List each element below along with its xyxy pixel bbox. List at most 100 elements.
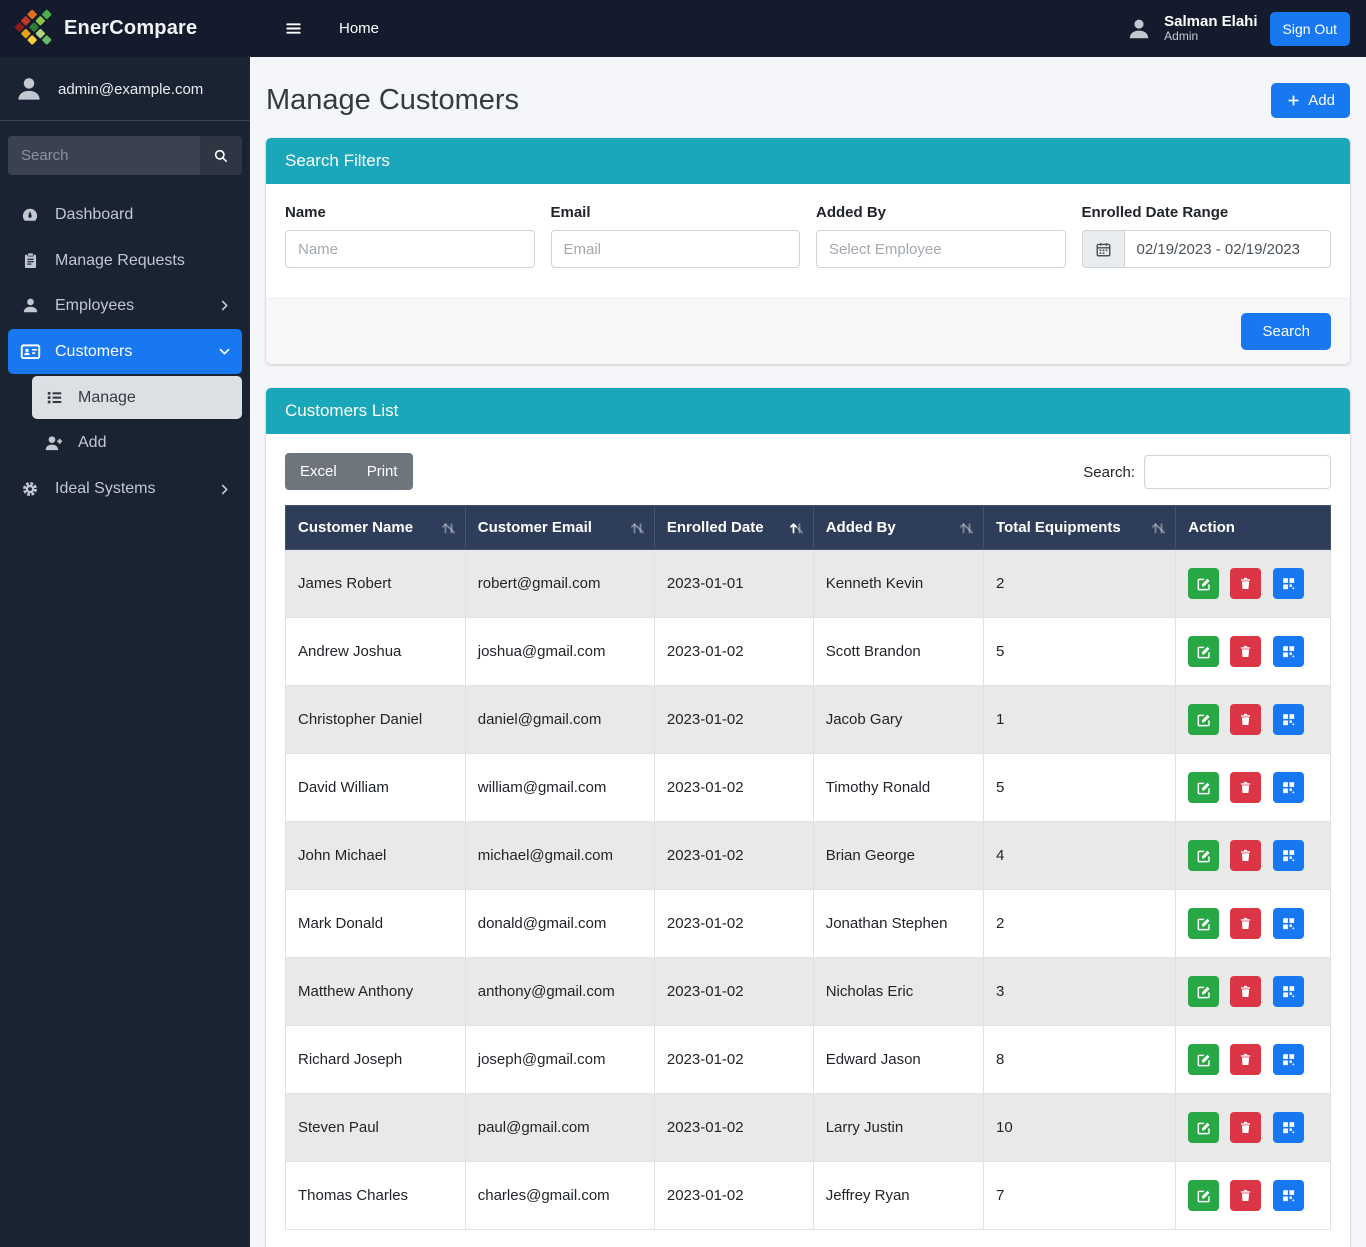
- cell-customer-email: joseph@gmail.com: [464, 1025, 655, 1094]
- sidebar-item-dashboard[interactable]: Dashboard: [8, 193, 242, 237]
- equipments-button[interactable]: [1272, 908, 1304, 939]
- cell-enrolled-date: 2023-01-02: [653, 1093, 814, 1162]
- delete-button[interactable]: [1230, 840, 1262, 871]
- edit-button[interactable]: [1188, 908, 1220, 939]
- table-row: John Michael michael@gmail.com 2023-01-0…: [285, 821, 1331, 890]
- brand-logo-icon: [14, 8, 54, 49]
- list-icon: [42, 388, 66, 407]
- column-header-enrolled-date[interactable]: Enrolled Date: [653, 505, 814, 550]
- edit-button[interactable]: [1188, 1180, 1220, 1211]
- customers-list-header: Customers List: [266, 388, 1350, 434]
- equipments-button[interactable]: [1272, 1180, 1304, 1211]
- edit-button[interactable]: [1188, 840, 1220, 871]
- equipments-button[interactable]: [1272, 636, 1304, 667]
- sidebar-subitem-manage[interactable]: Manage: [32, 376, 242, 419]
- sidebar-item-label: Employees: [55, 296, 135, 314]
- sidebar-item-ideal-systems[interactable]: Ideal Systems: [8, 467, 242, 511]
- customers-table: Customer Name Customer Email Enrolled Da…: [285, 505, 1331, 1230]
- delete-button[interactable]: [1230, 568, 1262, 599]
- cell-customer-name: James Robert: [285, 549, 466, 618]
- email-input[interactable]: [550, 230, 800, 268]
- sidebar-search-input[interactable]: [8, 136, 200, 175]
- table-row: Thomas Charles charles@gmail.com 2023-01…: [285, 1161, 1331, 1230]
- edit-button[interactable]: [1188, 568, 1220, 599]
- equipments-button[interactable]: [1272, 568, 1304, 599]
- delete-button[interactable]: [1230, 636, 1262, 667]
- delete-button[interactable]: [1230, 1044, 1262, 1075]
- sidebar-item-manage-requests[interactable]: Manage Requests: [8, 239, 242, 282]
- column-header-total-equipments[interactable]: Total Equipments: [983, 505, 1177, 550]
- add-customer-button[interactable]: Add: [1271, 83, 1350, 118]
- hamburger-icon[interactable]: [284, 19, 303, 38]
- cell-added-by: Scott Brandon: [812, 617, 985, 686]
- cell-customer-name: Richard Joseph: [285, 1025, 466, 1094]
- delete-button[interactable]: [1230, 704, 1262, 735]
- cell-customer-email: charles@gmail.com: [464, 1161, 655, 1230]
- sidebar-subitem-label: Add: [78, 434, 107, 451]
- equipments-button[interactable]: [1272, 976, 1304, 1007]
- equipments-button[interactable]: [1272, 772, 1304, 803]
- edit-button[interactable]: [1188, 772, 1220, 803]
- edit-button[interactable]: [1188, 1112, 1220, 1143]
- brand[interactable]: EnerCompare: [0, 0, 250, 57]
- chevron-right-icon: [217, 298, 232, 313]
- cell-customer-name: Andrew Joshua: [285, 617, 466, 686]
- cell-actions: [1175, 617, 1331, 686]
- cell-enrolled-date: 2023-01-02: [653, 957, 814, 1026]
- sidebar-item-customers[interactable]: Customers: [8, 329, 242, 374]
- table-search-input[interactable]: [1144, 455, 1331, 489]
- search-filters-header: Search Filters: [266, 138, 1350, 184]
- sign-out-button[interactable]: Sign Out: [1269, 11, 1350, 46]
- sidebar-subitem-add[interactable]: Add: [32, 421, 242, 465]
- cell-added-by: Jonathan Stephen: [812, 889, 985, 958]
- edit-button[interactable]: [1188, 636, 1220, 667]
- delete-button[interactable]: [1230, 1112, 1262, 1143]
- equipments-button[interactable]: [1272, 1112, 1304, 1143]
- edit-button[interactable]: [1188, 976, 1220, 1007]
- home-link[interactable]: Home: [339, 20, 380, 37]
- print-export-button[interactable]: Print: [351, 453, 413, 490]
- delete-button[interactable]: [1230, 772, 1262, 803]
- edit-button[interactable]: [1188, 1044, 1220, 1075]
- excel-export-button[interactable]: Excel: [285, 453, 352, 490]
- table-search-label: Search:: [1083, 463, 1135, 481]
- added-by-select[interactable]: [816, 230, 1066, 268]
- date-range-input[interactable]: [1123, 230, 1331, 268]
- sort-icon: [959, 520, 974, 536]
- add-customer-label: Add: [1308, 92, 1335, 109]
- edit-button[interactable]: [1188, 704, 1220, 735]
- sort-icon: [441, 520, 456, 536]
- filter-date-range-field: Enrolled Date Range: [1081, 204, 1331, 268]
- sidebar-search: [8, 136, 242, 175]
- delete-button[interactable]: [1230, 976, 1262, 1007]
- gauge-icon: [18, 205, 42, 225]
- cell-total-equipments: 1: [983, 685, 1177, 754]
- cell-customer-email: robert@gmail.com: [464, 549, 655, 618]
- main-content: Manage Customers Add Search Filters Name…: [250, 57, 1366, 1247]
- name-input[interactable]: [285, 230, 535, 268]
- equipments-button[interactable]: [1272, 840, 1304, 871]
- column-header-customer-email[interactable]: Customer Email: [464, 505, 655, 550]
- cell-customer-name: Thomas Charles: [285, 1161, 466, 1230]
- sidebar: admin@example.com Dashboard Manage Reque…: [0, 57, 250, 1247]
- filter-name-field: Name: [285, 204, 535, 268]
- cell-added-by: Jacob Gary: [812, 685, 985, 754]
- cell-enrolled-date: 2023-01-01: [653, 549, 814, 618]
- cell-added-by: Jeffrey Ryan: [812, 1161, 985, 1230]
- column-header-added-by[interactable]: Added By: [812, 505, 985, 550]
- delete-button[interactable]: [1230, 1180, 1262, 1211]
- added-by-label: Added By: [816, 204, 887, 221]
- brand-name: EnerCompare: [64, 17, 198, 39]
- date-range-label: Enrolled Date Range: [1081, 204, 1229, 221]
- table-row: David William william@gmail.com 2023-01-…: [285, 753, 1331, 822]
- filters-search-button[interactable]: Search: [1241, 313, 1331, 350]
- sidebar-search-button[interactable]: [200, 136, 242, 175]
- table-row: Andrew Joshua joshua@gmail.com 2023-01-0…: [285, 617, 1331, 686]
- equipments-button[interactable]: [1272, 1044, 1304, 1075]
- column-header-customer-name[interactable]: Customer Name: [285, 505, 466, 550]
- delete-button[interactable]: [1230, 908, 1262, 939]
- equipments-button[interactable]: [1272, 704, 1304, 735]
- sidebar-item-employees[interactable]: Employees: [8, 284, 242, 327]
- search-filters-card: Search Filters Name Email Added By: [266, 138, 1350, 364]
- table-row: Mark Donald donald@gmail.com 2023-01-02 …: [285, 889, 1331, 958]
